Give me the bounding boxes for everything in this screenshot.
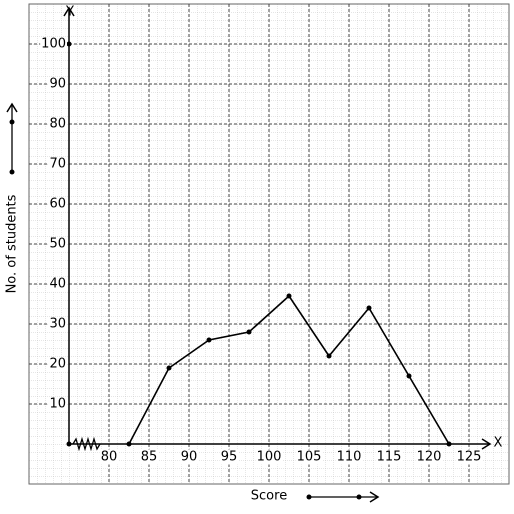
label-bg [335,449,363,465]
y-tick-label: 30 [49,317,66,332]
y-tick-label: 20 [49,357,66,372]
data-point [406,373,412,379]
x-tick-label: 80 [101,450,118,465]
y-tick-label: 40 [49,277,66,292]
label-bg [179,449,199,465]
x-axis-name: X [494,436,503,451]
x-tick-label: 90 [181,450,198,465]
axis-dot [66,41,72,47]
label-bg [295,449,323,465]
label-bg [48,396,67,412]
data-point [286,293,292,299]
x-tick-label: 100 [257,450,282,465]
data-point [246,329,252,335]
data-point [446,441,452,447]
label-bg [48,276,67,292]
data-point [126,441,132,447]
y-tick-label: 10 [49,397,66,412]
origin-dot [66,441,72,447]
arrow-dot [9,169,15,175]
label-bg [219,449,239,465]
y-tick-label: 50 [49,237,66,252]
arrow-dot [9,119,15,125]
x-tick-label: 110 [337,450,362,465]
y-tick-label: 70 [49,157,66,172]
y-axis-name: Y [65,5,74,20]
arrow-dot [306,494,312,500]
y-tick-label: 60 [49,197,66,212]
label-bg [48,316,67,332]
x-tick-label: 120 [417,450,442,465]
label-bg [48,196,67,212]
label-bg [255,449,283,465]
label-bg [48,116,67,132]
y-tick-label: 100 [41,37,66,52]
label-bg [48,156,67,172]
label-bg [455,449,483,465]
y-tick-label: 90 [49,77,66,92]
axes [6,6,492,503]
label-bg [48,236,67,252]
label-bg [99,449,119,465]
label-bg [40,36,67,52]
x-tick-label: 85 [141,450,158,465]
x-tick-label: 115 [377,450,402,465]
y-axis-label: No. of students [5,194,20,293]
y-tick-label: 80 [49,117,66,132]
label-bg [48,76,67,92]
label-bg [48,356,67,372]
label-bg [415,449,443,465]
arrow-dot [356,494,362,500]
x-tick-label: 125 [457,450,482,465]
label-bg [139,449,159,465]
grid [29,4,509,484]
x-tick-label: 105 [297,450,322,465]
x-tick-label: 95 [221,450,238,465]
data-point [366,305,372,311]
data-point [166,365,172,371]
data-point [206,337,212,343]
x-axis-label: Score [251,489,287,504]
data-point [326,353,332,359]
label-bg [375,449,403,465]
